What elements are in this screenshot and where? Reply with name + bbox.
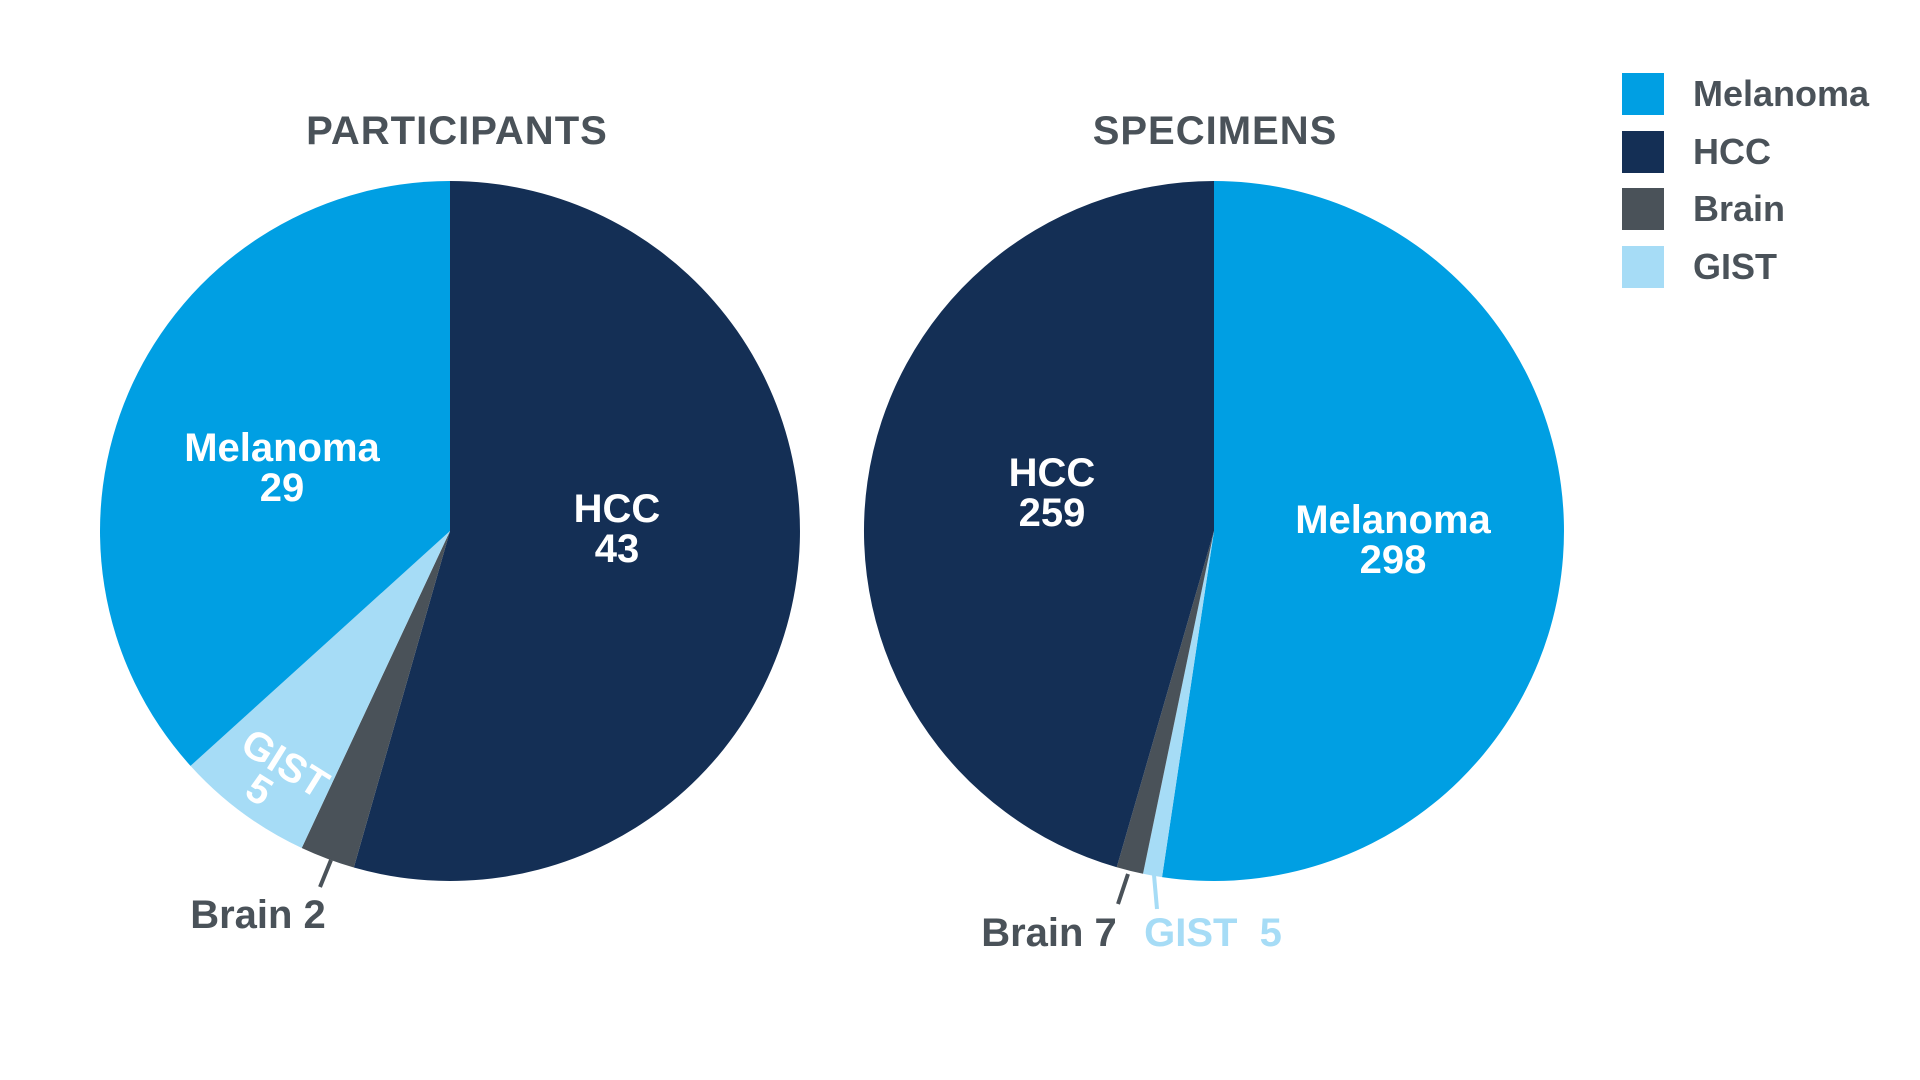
specimens-gist-callout: GIST 5 [1144, 911, 1282, 955]
specimens-brain-callout: Brain 7 [981, 911, 1117, 955]
specimens-chart: SPECIMENS HCC 259 Melanoma 298 Brain 7 G… [863, 109, 1564, 955]
participants-slice-brain [301, 531, 450, 868]
legend-item-brain: Brain [1622, 188, 1785, 230]
participants-title: PARTICIPANTS [306, 109, 608, 153]
specimens-gist-leader-line [1152, 874, 1159, 910]
specimens-melanoma-label: Melanoma [1295, 498, 1491, 542]
specimens-hcc-value: 259 [1019, 491, 1086, 535]
participants-brain-callout: Brain 2 [190, 893, 326, 937]
legend-label-hcc: HCC [1693, 131, 1771, 172]
specimens-melanoma-value: 298 [1360, 538, 1427, 582]
specimens-hcc-label: HCC [1009, 451, 1096, 495]
specimens-pie [863, 180, 1564, 881]
legend: Melanoma HCC Brain GIST [1622, 73, 1870, 288]
legend-item-gist: GIST [1622, 246, 1777, 288]
legend-swatch-melanoma [1622, 73, 1664, 115]
legend-swatch-hcc [1622, 131, 1664, 173]
specimens-slice-brain [1116, 531, 1214, 874]
legend-label-brain: Brain [1693, 188, 1785, 229]
participants-pie [100, 180, 800, 881]
participants-brain-leader-line [318, 859, 333, 888]
legend-swatch-gist [1622, 246, 1664, 288]
legend-label-gist: GIST [1693, 246, 1777, 287]
specimens-brain-leader-line [1116, 873, 1130, 905]
legend-label-melanoma: Melanoma [1693, 73, 1870, 114]
participants-slice-gist [190, 531, 450, 849]
legend-item-melanoma: Melanoma [1622, 73, 1870, 115]
participants-slice-melanoma [100, 180, 451, 766]
participants-hcc-value: 43 [595, 527, 640, 571]
participants-melanoma-value: 29 [260, 466, 305, 510]
legend-swatch-brain [1622, 188, 1664, 230]
specimens-slice-melanoma [1162, 181, 1564, 881]
participants-melanoma-label: Melanoma [184, 426, 380, 470]
legend-item-hcc: HCC [1622, 131, 1771, 173]
participants-slice-hcc [353, 181, 800, 881]
specimens-slice-gist [1143, 531, 1214, 878]
participants-chart: PARTICIPANTS Melanoma 29 HCC 43 GIST 5 B… [100, 109, 800, 937]
specimens-slice-hcc [863, 180, 1214, 868]
specimens-title: SPECIMENS [1093, 109, 1338, 153]
participants-hcc-label: HCC [574, 487, 661, 531]
